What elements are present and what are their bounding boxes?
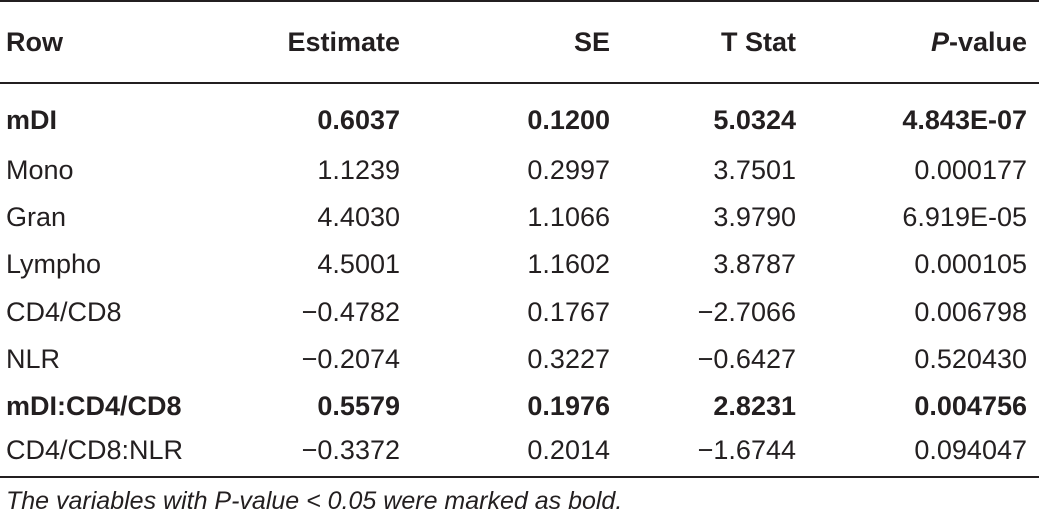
table-row: Mono 1.1239 0.2997 3.7501 0.000177 <box>0 147 1039 194</box>
cell-estimate: 4.5001 <box>317 249 400 280</box>
cell-pvalue: 0.520430 <box>914 343 1027 374</box>
cell-se: 0.2997 <box>527 155 610 186</box>
cell-estimate: −0.4782 <box>301 296 400 327</box>
cell-row: CD4/CD8:NLR <box>0 430 218 479</box>
cell-estimate: −0.2074 <box>301 343 400 374</box>
cell-row: Lympho <box>6 249 102 280</box>
cell-se: 0.1200 <box>527 105 610 135</box>
table-body: mDI 0.6037 0.1200 5.0324 4.843E-07 Mono … <box>0 83 1039 479</box>
cell-row: mDI:CD4/CD8 <box>6 391 182 422</box>
cell-pvalue: 0.000177 <box>914 155 1027 186</box>
table-row: NLR −0.2074 0.3227 −0.6427 0.520430 <box>0 336 1039 383</box>
header-tstat: T Stat <box>620 0 810 84</box>
table-row: Lympho 4.5001 1.1602 3.8787 0.000105 <box>0 241 1039 288</box>
table-row: CD4/CD8 −0.4782 0.1767 −2.7066 0.006798 <box>0 289 1039 336</box>
cell-pvalue: 0.000105 <box>914 249 1027 280</box>
header-row-label: Row <box>0 0 218 84</box>
cell-row: NLR <box>6 343 61 374</box>
cell-row: CD4/CD8 <box>6 296 122 327</box>
cell-tstat: 3.8787 <box>713 249 796 280</box>
regression-table: Row Estimate SE T Stat P-value mDI 0.603… <box>0 0 1039 479</box>
cell-tstat: −1.6744 <box>620 430 810 479</box>
header-row: Row Estimate SE T Stat P-value <box>0 0 1039 84</box>
cell-se: 0.3227 <box>527 343 610 374</box>
cell-se: 0.2014 <box>432 430 620 479</box>
header-pvalue-suffix: -value <box>948 26 1027 57</box>
cell-estimate: 0.5579 <box>317 391 400 422</box>
cell-tstat: −2.7066 <box>697 296 796 327</box>
table-row: mDI 0.6037 0.1200 5.0324 4.843E-07 <box>0 83 1039 147</box>
cell-tstat: 3.9790 <box>713 202 796 233</box>
cell-row: Mono <box>6 155 74 186</box>
cell-se: 1.1066 <box>527 202 610 233</box>
cell-se: 0.1976 <box>527 391 610 422</box>
cell-pvalue: 4.843E-07 <box>902 105 1027 135</box>
header-estimate: Estimate <box>218 0 432 84</box>
header-se: SE <box>432 0 620 84</box>
table-header: Row Estimate SE T Stat P-value <box>0 0 1039 84</box>
cell-se: 0.1767 <box>527 296 610 327</box>
cell-tstat: 2.8231 <box>713 391 796 422</box>
cell-tstat: 5.0324 <box>713 105 796 135</box>
cell-pvalue: 0.006798 <box>914 296 1027 327</box>
table-footnote: The variables with P-value < 0.05 were m… <box>6 487 623 515</box>
table-row: mDI:CD4/CD8 0.5579 0.1976 2.8231 0.00475… <box>0 383 1039 430</box>
cell-pvalue: 0.004756 <box>914 391 1027 422</box>
cell-tstat: 3.7501 <box>713 155 796 186</box>
cell-row: mDI <box>6 105 58 135</box>
cell-estimate: 1.1239 <box>317 155 400 186</box>
cell-se: 1.1602 <box>527 249 610 280</box>
header-pvalue: P-value <box>810 0 1039 84</box>
table-row: CD4/CD8:NLR −0.3372 0.2014 −1.6744 0.094… <box>0 430 1039 479</box>
cell-pvalue: 0.094047 <box>810 430 1039 479</box>
cell-estimate: 4.4030 <box>317 202 400 233</box>
table-row: Gran 4.4030 1.1066 3.9790 6.919E-05 <box>0 194 1039 241</box>
header-pvalue-italic: P <box>930 26 949 57</box>
cell-estimate: −0.3372 <box>218 430 432 479</box>
cell-estimate: 0.6037 <box>317 105 400 135</box>
cell-tstat: −0.6427 <box>697 343 796 374</box>
cell-row: Gran <box>6 202 67 233</box>
cell-pvalue: 6.919E-05 <box>902 202 1027 233</box>
